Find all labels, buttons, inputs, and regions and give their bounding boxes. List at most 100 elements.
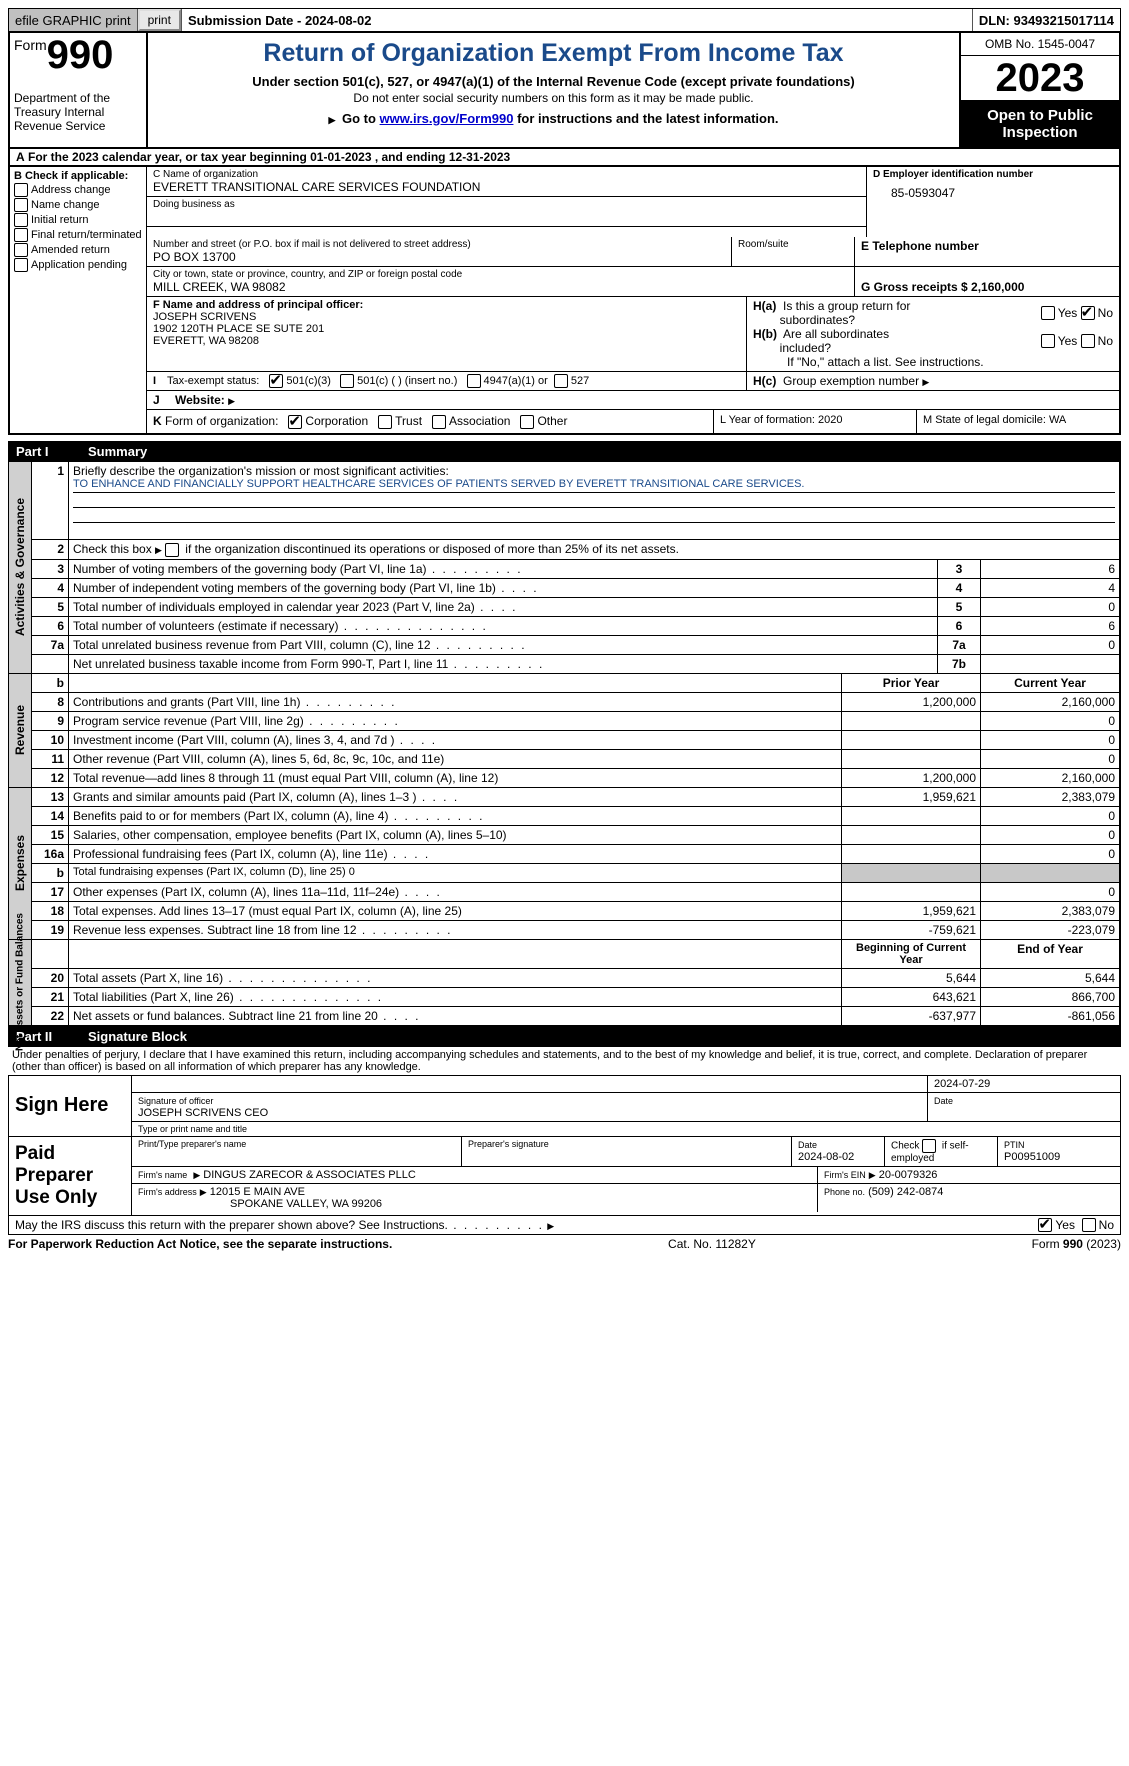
side-governance: Activities & Governance — [13, 498, 27, 636]
header-center: Return of Organization Exempt From Incom… — [148, 33, 959, 147]
tax-year: 2023 — [961, 56, 1119, 101]
cb-hb-yes[interactable] — [1041, 334, 1055, 348]
cb-501c3[interactable] — [269, 374, 283, 388]
line-10: Investment income (Part VIII, column (A)… — [69, 730, 842, 749]
cb-line2[interactable] — [165, 543, 179, 557]
box-c-room: Room/suite — [732, 237, 855, 266]
cb-final-return[interactable] — [14, 228, 28, 242]
cb-name-change[interactable] — [14, 198, 28, 212]
row-f-h: F Name and address of principal officer:… — [147, 297, 1119, 372]
box-h: H(a) Is this a group return for subordin… — [746, 297, 1119, 371]
prep-name-label: Print/Type preparer's name — [132, 1137, 462, 1166]
prep-sig-label: Preparer's signature — [462, 1137, 792, 1166]
firm-name: DINGUS ZARECOR & ASSOCIATES PLLC — [203, 1169, 416, 1181]
boxes-c-to-m: C Name of organization EVERETT TRANSITIO… — [147, 167, 1119, 433]
box-c-city: City or town, state or province, country… — [147, 267, 855, 296]
cb-discuss-no[interactable] — [1082, 1218, 1096, 1232]
cb-discuss-yes[interactable] — [1038, 1218, 1052, 1232]
summary-net-assets: Net Assets or Fund Balances Beginning of… — [8, 940, 1121, 1026]
cb-amended-return[interactable] — [14, 243, 28, 257]
hdr-prior-year: Prior Year — [842, 674, 981, 693]
part-1-header: Part ISummary — [8, 441, 1121, 462]
side-expenses: Expenses — [13, 835, 27, 891]
name-title-label: Type or print name and title — [132, 1122, 1120, 1136]
line-19: Revenue less expenses. Subtract line 18 … — [69, 920, 842, 939]
row-j: J Website: — [147, 391, 1119, 410]
omb-number: OMB No. 1545-0047 — [961, 33, 1119, 56]
cb-trust[interactable] — [378, 415, 392, 429]
line-3: Number of voting members of the governin… — [69, 559, 938, 578]
line-17: Other expenses (Part IX, column (A), lin… — [69, 882, 842, 901]
top-bar: efile GRAPHIC print print Submission Dat… — [8, 8, 1121, 32]
form-title: Return of Organization Exempt From Incom… — [154, 39, 953, 68]
box-hc: H(c) Group exemption number — [746, 372, 1119, 390]
cb-corp[interactable] — [288, 415, 302, 429]
arrow-icon — [193, 1169, 203, 1181]
section-b-to-m: B Check if applicable: Address change Na… — [8, 167, 1121, 435]
cb-assoc[interactable] — [432, 415, 446, 429]
line-12: Total revenue—add lines 8 through 11 (mu… — [69, 768, 842, 787]
cb-self-employed[interactable] — [922, 1139, 936, 1153]
sig-officer-label: Signature of officer — [138, 1096, 213, 1106]
box-g-receipts: G Gross receipts $ 2,160,000 — [855, 267, 1119, 296]
side-revenue: Revenue — [13, 705, 27, 755]
print-button[interactable]: print — [138, 9, 181, 31]
firm-name-label: Firm's name — [138, 1170, 187, 1180]
hdr-current-year: Current Year — [981, 674, 1120, 693]
firm-addr-2: SPOKANE VALLEY, WA 99206 — [230, 1198, 382, 1210]
sign-date-top: 2024-07-29 — [928, 1076, 1120, 1092]
perjury-statement: Under penalties of perjury, I declare th… — [8, 1047, 1121, 1076]
firm-ein: 20-0079326 — [879, 1169, 938, 1181]
summary-governance: Activities & Governance 1 Briefly descri… — [8, 462, 1121, 674]
cb-other[interactable] — [520, 415, 534, 429]
page-footer: For Paperwork Reduction Act Notice, see … — [8, 1235, 1121, 1251]
paid-preparer-block: Paid Preparer Use Only Print/Type prepar… — [8, 1137, 1121, 1216]
firm-addr-label: Firm's address — [138, 1187, 197, 1197]
cb-ha-yes[interactable] — [1041, 306, 1055, 320]
firm-addr-1: 12015 E MAIN AVE — [210, 1186, 305, 1198]
arrow-icon — [922, 374, 932, 388]
row-a-calendar-year: A For the 2023 calendar year, or tax yea… — [8, 149, 1121, 167]
arrow-icon — [228, 393, 238, 407]
arrow-icon — [200, 1186, 210, 1198]
cb-initial-return[interactable] — [14, 213, 28, 227]
line-7a-value: 0 — [981, 635, 1120, 654]
print-button-cell: print — [138, 9, 182, 31]
box-l: L Year of formation: 2020 — [713, 410, 916, 433]
line-16b: Total fundraising expenses (Part IX, col… — [69, 863, 842, 882]
cb-address-change[interactable] — [14, 183, 28, 197]
cb-4947[interactable] — [467, 374, 481, 388]
firm-phone: (509) 242-0874 — [868, 1186, 943, 1198]
cb-ha-no[interactable] — [1081, 306, 1095, 320]
box-b: B Check if applicable: Address change Na… — [10, 167, 147, 433]
irs-link[interactable]: www.irs.gov/Form990 — [380, 111, 514, 126]
row-k-l-m: K Form of organization: Corporation Trus… — [147, 410, 1119, 433]
footer-left: For Paperwork Reduction Act Notice, see … — [8, 1237, 392, 1251]
cb-hb-no[interactable] — [1081, 334, 1095, 348]
arrow-icon — [869, 1169, 879, 1181]
firm-ein-label: Firm's EIN — [824, 1170, 866, 1180]
discuss-row: May the IRS discuss this return with the… — [8, 1216, 1121, 1236]
arrow-icon — [328, 111, 338, 126]
summary-expenses: Expenses 13Grants and similar amounts pa… — [8, 788, 1121, 940]
subtitle-2: Do not enter social security numbers on … — [154, 91, 953, 105]
line-4-value: 4 — [981, 578, 1120, 597]
cb-501c[interactable] — [340, 374, 354, 388]
box-c-street: Number and street (or P.O. box if mail i… — [147, 237, 732, 266]
box-c-name: C Name of organization EVERETT TRANSITIO… — [147, 167, 866, 197]
line-18: Total expenses. Add lines 13–17 (must eq… — [69, 901, 842, 920]
mission-text: TO ENHANCE AND FINANCIALLY SUPPORT HEALT… — [73, 478, 1115, 493]
box-c-dba: Doing business as — [147, 197, 866, 227]
cb-app-pending[interactable] — [14, 258, 28, 272]
line-20: Total assets (Part X, line 16) — [69, 968, 842, 987]
hb-note: If "No," attach a list. See instructions… — [753, 355, 1113, 369]
sign-here-block: Sign Here 2024-07-29 Signature of office… — [8, 1076, 1121, 1137]
line-3-value: 6 — [981, 559, 1120, 578]
line-6-value: 6 — [981, 616, 1120, 635]
efile-label: efile GRAPHIC print — [9, 9, 138, 31]
line-15: Salaries, other compensation, employee b… — [69, 825, 842, 844]
cb-527[interactable] — [554, 374, 568, 388]
line-7b: Net unrelated business taxable income fr… — [69, 654, 938, 673]
treasury-dept: Department of the Treasury Internal Reve… — [14, 91, 142, 133]
box-m: M State of legal domicile: WA — [916, 410, 1119, 433]
